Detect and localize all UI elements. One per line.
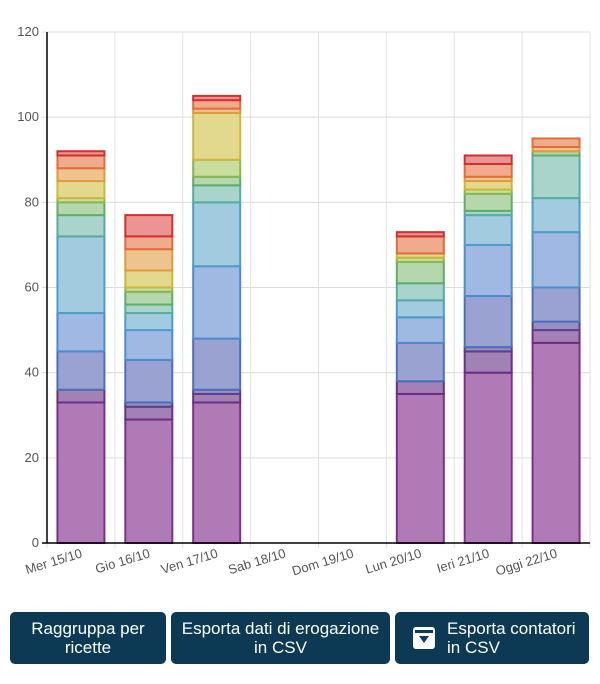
action-buttons: Raggruppa per ricette Esporta dati di er… [10, 612, 590, 664]
bar-segment-s6[interactable] [531, 197, 581, 234]
y-tick-label: 100 [17, 109, 39, 124]
bar-segment-s8[interactable] [56, 201, 106, 217]
bar-segment-s1[interactable] [463, 371, 513, 544]
y-tick-label: 40 [25, 365, 39, 380]
bar-segment-s6[interactable] [56, 235, 106, 315]
bar-segment-s7[interactable] [395, 282, 445, 302]
bar-segment-s5[interactable] [395, 316, 445, 344]
bar-segment-s12[interactable] [192, 99, 242, 110]
y-tick-label: 80 [25, 194, 39, 209]
bar-segment-s6[interactable] [192, 201, 242, 268]
bar-segment-s13[interactable] [124, 214, 174, 238]
bar-segment-s13[interactable] [463, 154, 513, 166]
x-tick-label: Mer 15/10 [23, 546, 83, 577]
axes [42, 32, 590, 544]
bar-segment-s5[interactable] [124, 329, 174, 361]
download-box-icon [413, 627, 435, 649]
y-tick-labels: 0 20 40 60 80 100 120 [17, 24, 39, 550]
y-tick-label: 20 [25, 450, 39, 465]
bar-segment-s9[interactable] [192, 158, 242, 178]
bar-segment-s4[interactable] [56, 350, 106, 391]
bar-segment-s10[interactable] [463, 180, 513, 191]
x-tick-label: Ieri 21/10 [435, 546, 491, 576]
bar-segment-s11[interactable] [124, 248, 174, 272]
bar-segment-s13[interactable] [56, 150, 106, 157]
bar-segment-s7[interactable] [531, 154, 581, 200]
bar-segment-s2[interactable] [531, 329, 581, 344]
x-tick-label: Lun 20/10 [363, 546, 423, 577]
export-dispensing-csv-button[interactable]: Esporta dati di erogazione in CSV [171, 612, 390, 664]
bar-segment-s5[interactable] [192, 265, 242, 340]
bar-segment-s6[interactable] [124, 312, 174, 332]
bar-segment-s1[interactable] [192, 401, 242, 544]
bar-segment-s4[interactable] [192, 337, 242, 391]
bar-segment-s7[interactable] [192, 184, 242, 204]
x-tick-label: Dom 19/10 [290, 546, 355, 579]
bar-segment-s2[interactable] [192, 392, 242, 404]
x-tick-label: Sab 18/10 [226, 546, 287, 578]
y-tick-label: 0 [32, 535, 39, 550]
x-tick-label: Ven 17/10 [159, 546, 219, 577]
bar-segment-s12[interactable] [124, 235, 174, 251]
bar-segment-s1[interactable] [56, 401, 106, 544]
bar-segment-s10[interactable] [124, 269, 174, 289]
bar-segment-s1[interactable] [531, 341, 581, 544]
grid [42, 31, 591, 548]
bar-segment-s6[interactable] [395, 299, 445, 319]
bar-segment-s12[interactable] [531, 137, 581, 148]
bar-segment-s13[interactable] [395, 231, 445, 238]
bar-segment-s1[interactable] [124, 418, 174, 544]
bar-segment-s8[interactable] [395, 260, 445, 285]
bar-segment-s7[interactable] [56, 214, 106, 238]
bar-segment-s4[interactable] [531, 286, 581, 323]
bar-segment-s8[interactable] [192, 175, 242, 187]
bar-segment-s2[interactable] [124, 405, 174, 421]
y-tick-label: 120 [17, 24, 39, 39]
bar-segment-s10[interactable] [192, 111, 242, 161]
bar-segment-s11[interactable] [56, 167, 106, 183]
bars [56, 94, 581, 545]
bar-segment-s5[interactable] [463, 243, 513, 298]
bar-segment-s12[interactable] [395, 235, 445, 255]
bar-segment-s4[interactable] [395, 341, 445, 383]
bar-segment-s5[interactable] [531, 231, 581, 289]
bar-segment-s5[interactable] [56, 312, 106, 353]
bar-segment-s1[interactable] [395, 392, 445, 545]
bar-segment-s12[interactable] [56, 154, 106, 170]
group-by-recipes-button[interactable]: Raggruppa per ricette [10, 612, 166, 664]
bar-segment-s8[interactable] [124, 290, 174, 306]
x-tick-label: Oggi 22/10 [494, 546, 559, 579]
bar-segment-s3[interactable] [531, 320, 581, 332]
bar-segment-s4[interactable] [124, 358, 174, 404]
bar-segment-s2[interactable] [463, 350, 513, 374]
bar-segment-s8[interactable] [463, 192, 513, 212]
stacked-bar-chart: 0 20 40 60 80 100 120 Mer 15/10 Gio 16/10 Ven 17… [17, 24, 591, 579]
bar-segment-s4[interactable] [463, 295, 513, 349]
x-tick-label: Gio 16/10 [93, 546, 151, 577]
group-by-recipes-label: Raggruppa per ricette [31, 619, 145, 657]
export-counters-csv-button[interactable]: Esporta contatori in CSV [395, 612, 589, 664]
bar-segment-s7[interactable] [124, 303, 174, 315]
y-tick-label: 60 [25, 280, 39, 295]
bar-segment-s2[interactable] [395, 380, 445, 395]
export-counters-label: Esporta contatori in CSV [447, 619, 576, 657]
bar-segment-s13[interactable] [192, 94, 242, 102]
bar-segment-s10[interactable] [56, 180, 106, 200]
x-tick-labels: Mer 15/10 Gio 16/10 Ven 17/10 Sab 18/10 Dom … [23, 546, 558, 579]
export-dispensing-label: Esporta dati di erogazione in CSV [181, 619, 380, 657]
bar-segment-s2[interactable] [56, 388, 106, 404]
bar-segment-s6[interactable] [463, 214, 513, 246]
bar-segment-s12[interactable] [463, 163, 513, 178]
